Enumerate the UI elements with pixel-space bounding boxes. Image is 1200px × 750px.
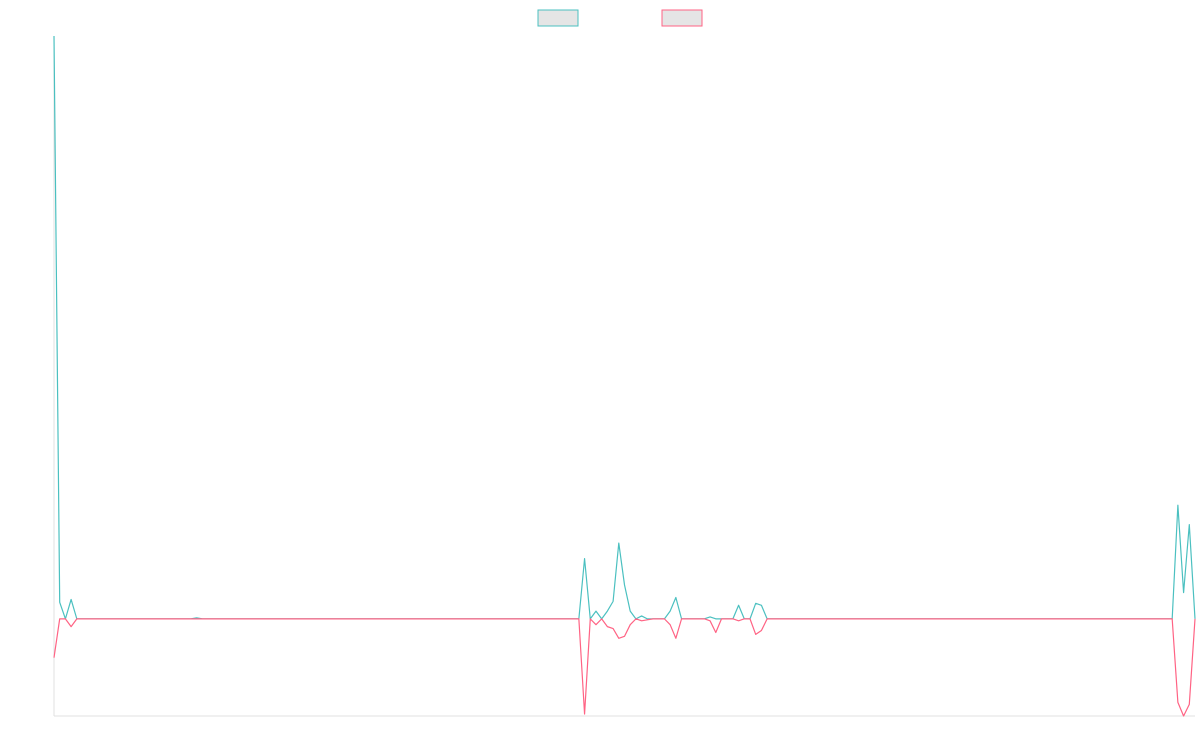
axes <box>53 36 1195 717</box>
legend-swatch-2[interactable] <box>661 9 703 27</box>
series-layer <box>53 35 1196 717</box>
legend[interactable] <box>537 9 703 27</box>
legend-swatch-1[interactable] <box>537 9 579 27</box>
series-line-1 <box>53 35 1196 620</box>
series-line-2 <box>53 618 1196 717</box>
